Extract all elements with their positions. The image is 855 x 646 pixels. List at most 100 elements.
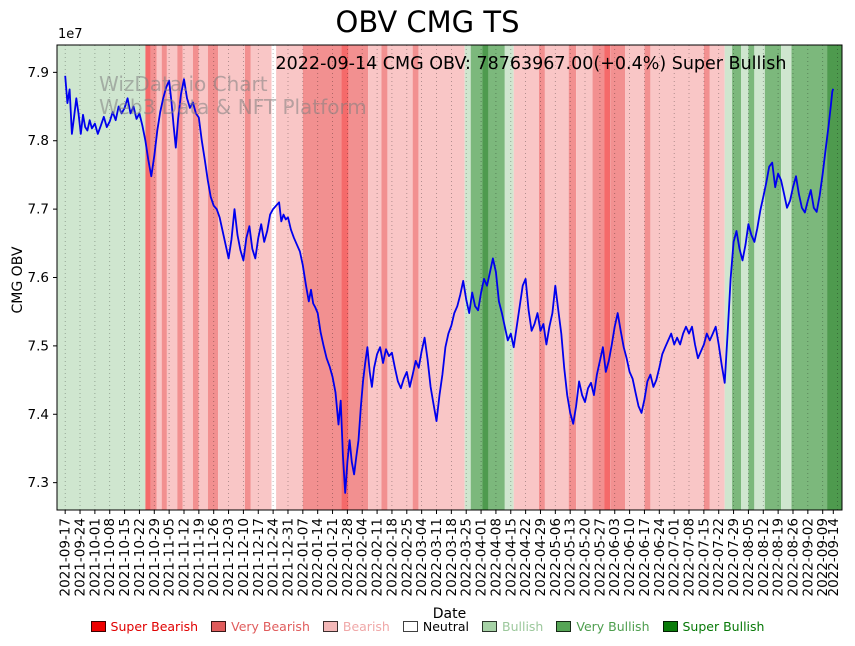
band-very-bullish [791, 45, 828, 510]
x-tick-label: 2021-12-17 [251, 518, 267, 596]
legend-label: Bearish [342, 619, 390, 634]
x-tick-label: 2021-11-19 [191, 518, 207, 596]
y-tick-label: 7.9 [28, 65, 49, 81]
x-tick-label: 2022-07-08 [682, 518, 698, 596]
x-tick-label: 2021-10-22 [132, 518, 148, 596]
band-bullish [781, 45, 792, 510]
legend-item-very-bearish: Very Bearish [211, 619, 310, 634]
x-tick-label: 2022-03-18 [444, 518, 460, 596]
band-bullish [741, 45, 749, 510]
band-bullish [724, 45, 733, 510]
obv-line [64, 75, 835, 494]
legend-item-bearish: Bearish [322, 619, 390, 634]
x-tick-label: 2022-03-25 [459, 518, 475, 596]
band-very-bearish [381, 45, 388, 510]
band-bearish [166, 45, 178, 510]
x-tick-label: 2022-09-14 [826, 518, 842, 596]
x-tick-label: 2022-05-20 [578, 518, 594, 596]
signal-bands-layer [57, 45, 842, 510]
band-very-bearish [207, 45, 219, 510]
chart-annotation: 2022-09-14 CMG OBV: 78763967.00(+0.4%) S… [275, 54, 787, 74]
legend-label: Neutral [422, 619, 469, 634]
y-tick-label: 7.5 [28, 338, 49, 354]
x-tick-label: 2022-06-03 [607, 518, 623, 596]
band-very-bearish [177, 45, 183, 510]
x-tick-label: 2022-04-08 [488, 518, 504, 596]
x-tick-label: 2022-04-01 [474, 518, 490, 596]
x-axis-ticks: 2021-09-172021-09-242021-10-012021-10-08… [58, 510, 842, 596]
band-bearish [218, 45, 245, 510]
band-bullish [464, 45, 471, 510]
x-tick-label: 2022-04-22 [518, 518, 534, 596]
legend-label: Bullish [502, 619, 544, 634]
x-tick-label: 2021-12-24 [266, 518, 282, 596]
legend-item-super-bearish: Super Bearish [90, 619, 199, 634]
y-axis-label: CMG OBV [10, 246, 26, 314]
band-bearish [198, 45, 208, 510]
x-tick-label: 2021-12-31 [281, 518, 297, 596]
x-tick-label: 2022-03-11 [429, 518, 445, 596]
x-tick-label: 2022-05-13 [563, 518, 579, 596]
band-bearish [576, 45, 593, 510]
x-tick-label: 2021-10-08 [102, 518, 118, 596]
x-tick-label: 2022-02-18 [384, 518, 400, 596]
band-bullish [754, 45, 765, 510]
band-bearish [418, 45, 465, 510]
y-tick-label: 7.7 [28, 202, 49, 218]
band-bearish [513, 45, 539, 510]
x-tick-label: 2021-12-03 [221, 518, 237, 596]
x-axis-label: Date [432, 606, 467, 622]
x-tick-label: 2022-03-04 [414, 518, 430, 596]
legend-item-neutral: Neutral [402, 619, 469, 634]
band-bearish [368, 45, 382, 510]
x-tick-label: 2022-02-04 [355, 518, 371, 596]
band-very-bearish [161, 45, 167, 510]
band-bearish [650, 45, 704, 510]
band-neutral [271, 45, 277, 510]
x-tick-label: 2021-09-24 [73, 518, 89, 596]
band-very-bearish [592, 45, 605, 510]
x-tick-label: 2022-05-06 [548, 518, 564, 596]
band-bearish [182, 45, 193, 510]
y-tick-label: 7.6 [28, 270, 49, 286]
x-tick-label: 2022-08-26 [786, 518, 802, 596]
y-axis-ticks: 7.3 7.4 7.5 7.6 7.7 7.8 7.9 [28, 65, 57, 491]
band-super-bullish [482, 45, 489, 510]
legend-swatch [211, 621, 227, 632]
band-bearish [625, 45, 645, 510]
x-tick-label: 2022-06-17 [637, 518, 653, 596]
band-bearish [387, 45, 413, 510]
band-very-bearish [703, 45, 710, 510]
legend-swatch [90, 621, 106, 632]
x-tick-label: 2022-01-28 [340, 518, 356, 596]
band-very-bearish [192, 45, 199, 510]
band-bearish [156, 45, 162, 510]
x-tick-label: 2022-05-27 [592, 518, 608, 596]
legend-swatch [402, 621, 418, 632]
legend-swatch [662, 621, 678, 632]
band-very-bearish [150, 45, 157, 510]
y-tick-label: 7.3 [28, 475, 49, 491]
band-very-bullish [748, 45, 755, 510]
band-very-bearish [348, 45, 369, 510]
band-super-bearish [604, 45, 611, 510]
y-axis-offset-text: 1e7 [58, 27, 83, 42]
legend-swatch [482, 621, 497, 632]
x-tick-label: 2022-01-14 [310, 518, 326, 596]
x-tick-label: 2022-06-24 [652, 518, 668, 596]
x-tick-label: 2022-01-21 [325, 518, 341, 596]
legend-label: Super Bullish [682, 619, 765, 634]
x-tick-label: 2022-06-10 [622, 518, 638, 596]
x-tick-label: 2022-08-12 [756, 518, 772, 596]
watermark-line2: Web3 Data & NFT Platform [99, 95, 367, 119]
band-bearish [544, 45, 569, 510]
x-tick-label: 2022-09-02 [800, 518, 816, 596]
legend-swatch [556, 621, 572, 632]
x-tick-label: 2022-07-22 [711, 518, 727, 596]
legend-swatch [322, 621, 338, 632]
band-very-bullish [470, 45, 483, 510]
band-very-bearish [539, 45, 545, 510]
legend-label: Super Bearish [110, 619, 199, 634]
